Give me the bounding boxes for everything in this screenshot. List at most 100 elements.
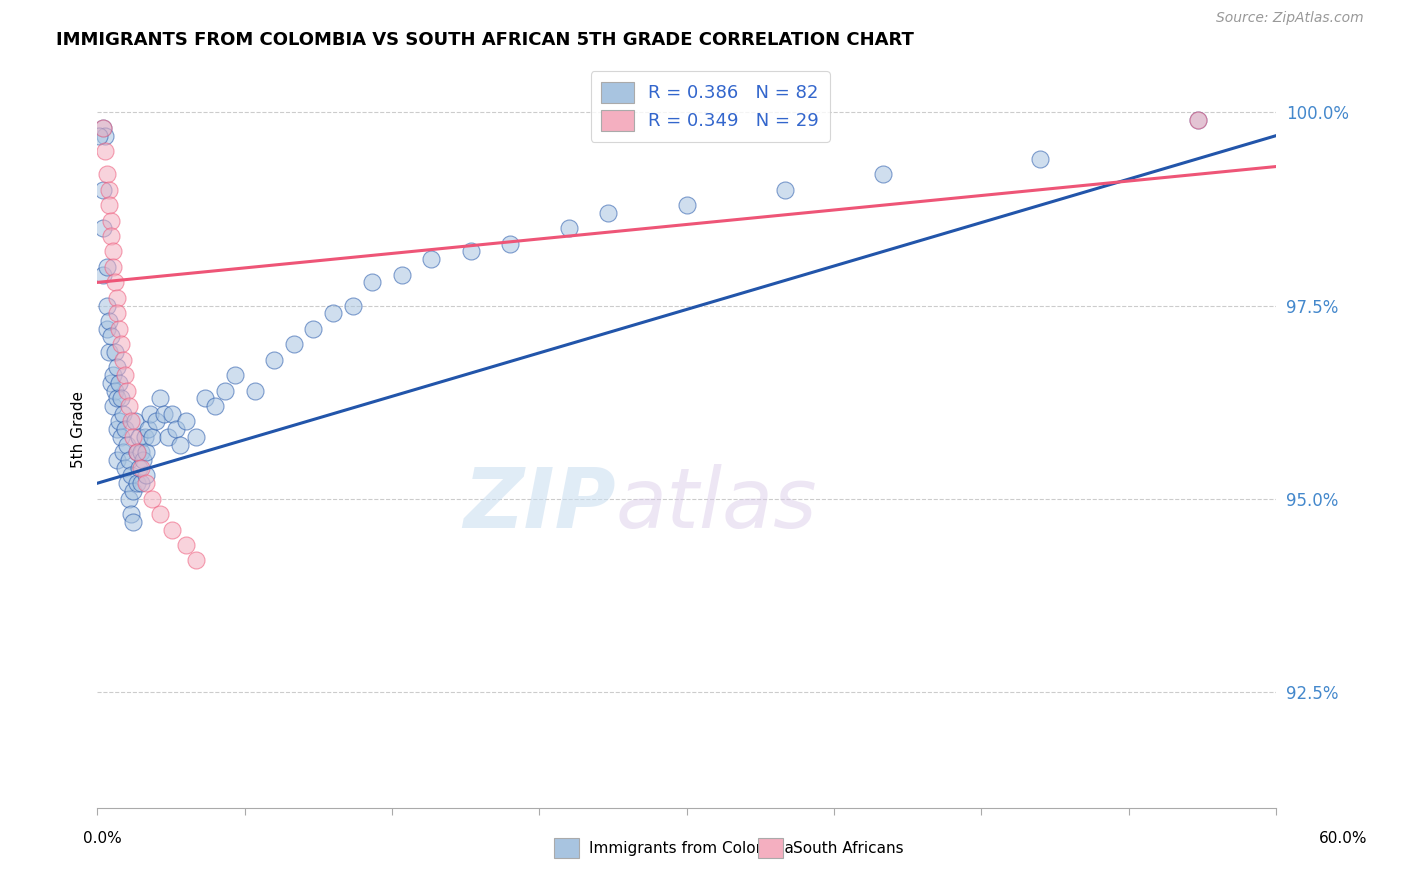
Point	[101, 368, 124, 382]
Point	[1029, 152, 1052, 166]
Point	[96, 260, 118, 274]
Point	[100, 329, 122, 343]
Point	[110, 391, 132, 405]
Point	[184, 430, 207, 444]
Point	[121, 515, 143, 529]
Point	[460, 244, 482, 259]
Point	[420, 252, 443, 267]
Point	[135, 445, 157, 459]
Point	[165, 422, 187, 436]
Point	[96, 167, 118, 181]
Text: IMMIGRANTS FROM COLOMBIA VS SOUTH AFRICAN 5TH GRADE CORRELATION CHART: IMMIGRANTS FROM COLOMBIA VS SOUTH AFRICA…	[56, 31, 914, 49]
Point	[121, 483, 143, 498]
Point	[96, 322, 118, 336]
Point	[184, 553, 207, 567]
Point	[105, 360, 128, 375]
Point	[98, 345, 121, 359]
Point	[125, 445, 148, 459]
Point	[101, 244, 124, 259]
Point	[174, 538, 197, 552]
Point	[91, 120, 114, 135]
Point	[128, 460, 150, 475]
Point	[1187, 113, 1209, 128]
Point	[96, 299, 118, 313]
Point	[160, 407, 183, 421]
Point	[135, 476, 157, 491]
Point	[160, 523, 183, 537]
Point	[872, 167, 894, 181]
Point	[141, 491, 163, 506]
Point	[138, 422, 160, 436]
Point	[322, 306, 344, 320]
Point	[91, 268, 114, 282]
Point	[115, 437, 138, 451]
Point	[283, 337, 305, 351]
Text: Immigrants from Colombia: Immigrants from Colombia	[589, 841, 794, 855]
Point	[558, 221, 581, 235]
Text: Source: ZipAtlas.com: Source: ZipAtlas.com	[1216, 12, 1364, 25]
Point	[111, 445, 134, 459]
Point	[675, 198, 697, 212]
Point	[194, 391, 217, 405]
Point	[98, 198, 121, 212]
Point	[129, 460, 152, 475]
Point	[120, 468, 142, 483]
Text: ZIP: ZIP	[464, 465, 616, 545]
Point	[94, 128, 117, 143]
Point	[105, 291, 128, 305]
Point	[108, 322, 131, 336]
Point	[101, 399, 124, 413]
Point	[114, 368, 136, 382]
Point	[134, 430, 156, 444]
Point	[773, 183, 796, 197]
Point	[118, 491, 141, 506]
Point	[499, 236, 522, 251]
Point	[128, 430, 150, 444]
Point	[110, 430, 132, 444]
Point	[118, 453, 141, 467]
Point	[361, 276, 384, 290]
Point	[100, 229, 122, 244]
Point	[98, 183, 121, 197]
Point	[1187, 113, 1209, 128]
Point	[141, 430, 163, 444]
Point	[114, 422, 136, 436]
Point	[263, 352, 285, 367]
Point	[100, 213, 122, 227]
Point	[302, 322, 325, 336]
Point	[104, 345, 127, 359]
Point	[105, 306, 128, 320]
Point	[89, 128, 111, 143]
Point	[224, 368, 246, 382]
Point	[124, 414, 146, 428]
Point	[120, 414, 142, 428]
Point	[105, 391, 128, 405]
Point	[135, 468, 157, 483]
Point	[110, 337, 132, 351]
Point	[104, 384, 127, 398]
Point	[125, 476, 148, 491]
Point	[153, 407, 176, 421]
Point	[115, 476, 138, 491]
Point	[214, 384, 236, 398]
Point	[149, 391, 172, 405]
Point	[111, 407, 134, 421]
Text: 60.0%: 60.0%	[1319, 831, 1367, 846]
Point	[149, 507, 172, 521]
Point	[125, 445, 148, 459]
Point	[91, 183, 114, 197]
Point	[100, 376, 122, 390]
Point	[91, 221, 114, 235]
Point	[108, 414, 131, 428]
Y-axis label: 5th Grade: 5th Grade	[72, 391, 86, 467]
Point	[391, 268, 413, 282]
Point	[108, 376, 131, 390]
Point	[118, 399, 141, 413]
Point	[342, 299, 364, 313]
Point	[174, 414, 197, 428]
Point	[131, 453, 153, 467]
Text: 0.0%: 0.0%	[83, 831, 122, 846]
Point	[120, 507, 142, 521]
Point	[101, 260, 124, 274]
Point	[104, 276, 127, 290]
